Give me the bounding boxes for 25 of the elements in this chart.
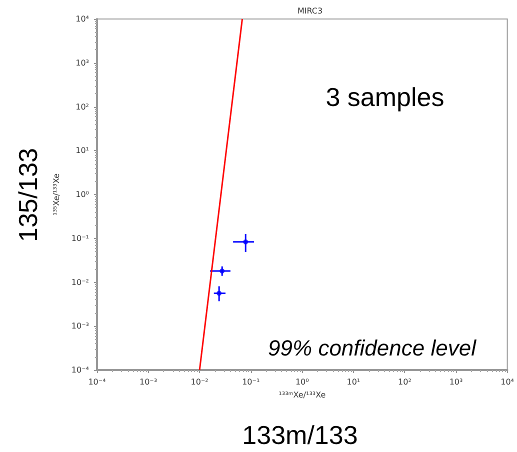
text: 133m/133: [242, 420, 358, 450]
y-tick-label: 10⁻⁴: [71, 366, 89, 374]
x-tick-label: 10⁻⁴: [88, 378, 106, 386]
x-tick-label: 10⁰: [295, 378, 309, 386]
y-tick-label: 10⁻²: [71, 278, 89, 287]
y-axis-title: ¹³⁵Xe/¹³³Xe: [52, 173, 61, 216]
x-tick-label: 10¹: [346, 378, 360, 386]
x-axis-title: ¹³³ᵐXe/¹³³Xe: [278, 390, 326, 400]
x-tick-label: 10²: [398, 378, 412, 386]
y-tick-label: 10⁴: [76, 14, 89, 24]
y-tick-label: 10⁰: [76, 190, 89, 199]
annotation: 3 samples: [326, 82, 444, 112]
y-tick-label: 10³: [76, 58, 89, 68]
y-tick-label: 10²: [76, 102, 89, 112]
chart-title: MIRC3: [297, 6, 323, 16]
x-tick-label: 10³: [449, 378, 463, 386]
x-tick-label: 10⁻¹: [242, 378, 260, 386]
annotation: 99% confidence level: [268, 336, 478, 360]
x-tick-label: 10⁻³: [139, 378, 158, 386]
x-tick-label: 10⁻²: [190, 378, 208, 386]
text: 135/133: [13, 148, 43, 242]
x-tick-label: 10⁴: [500, 378, 514, 386]
y-tick-label: 10⁻¹: [71, 234, 89, 243]
y-tick-label: 10¹: [76, 146, 89, 156]
y-tick-label: 10⁻³: [71, 322, 89, 331]
